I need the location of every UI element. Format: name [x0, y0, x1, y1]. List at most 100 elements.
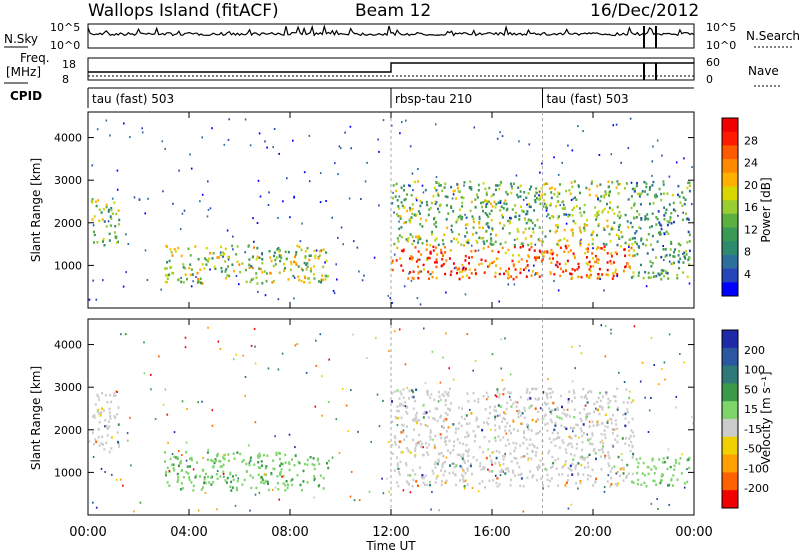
heatmap-cell: [165, 244, 168, 248]
heatmap-cell: [576, 268, 579, 271]
heatmap-cell: [120, 333, 122, 336]
heatmap-cell: [405, 463, 408, 467]
heatmap-cell: [413, 239, 415, 242]
heatmap-cell: [226, 229, 229, 232]
heatmap-cell: [313, 475, 316, 478]
heatmap-cell: [417, 210, 420, 213]
heatmap-cell: [267, 488, 270, 492]
heatmap-cell: [390, 124, 393, 127]
heatmap-cell: [427, 453, 430, 456]
heatmap-cell: [470, 250, 473, 253]
heatmap-cell: [587, 243, 590, 246]
heatmap-cell: [445, 218, 448, 221]
heatmap-cell: [393, 253, 396, 256]
heatmap-cell: [104, 471, 106, 473]
heatmap-cell: [190, 268, 193, 271]
heatmap-cell: [102, 279, 104, 282]
heatmap-cell: [622, 466, 625, 470]
heatmap-cell: [166, 481, 169, 484]
heatmap-cell: [494, 424, 497, 427]
heatmap-cell: [435, 189, 438, 192]
heatmap-cell: [625, 182, 628, 185]
heatmap-cell: [592, 424, 595, 427]
heatmap-cell: [654, 193, 657, 197]
heatmap-cell: [452, 193, 455, 196]
heatmap-cell: [468, 262, 470, 265]
heatmap-cell: [409, 491, 412, 494]
heatmap-cell: [549, 479, 552, 483]
heatmap-cell: [589, 475, 592, 478]
heatmap-cell: [117, 440, 119, 444]
heatmap-cell: [412, 390, 415, 394]
heatmap-cell: [660, 192, 663, 196]
heatmap-cell: [670, 212, 673, 215]
heatmap-cell: [194, 245, 197, 248]
heatmap-cell: [213, 265, 216, 268]
heatmap-cell: [535, 187, 538, 190]
heatmap-cell: [396, 481, 399, 484]
heatmap-cell: [325, 251, 328, 254]
heatmap-cell: [483, 242, 486, 245]
heatmap-cell: [593, 260, 596, 264]
heatmap-cell: [542, 199, 545, 202]
heatmap-cell: [596, 215, 599, 219]
heatmap-cell: [409, 184, 412, 188]
heatmap-cell: [105, 205, 108, 209]
heatmap-cell: [499, 131, 501, 134]
heatmap-cell: [549, 229, 552, 233]
heatmap-cell: [559, 274, 562, 278]
heatmap-cell: [656, 217, 659, 221]
heatmap-cell: [421, 474, 424, 477]
heatmap-cell: [405, 410, 408, 414]
heatmap-cell: [607, 402, 610, 405]
heatmap-cell: [631, 431, 634, 434]
heatmap-cell: [645, 217, 648, 220]
heatmap-cell: [676, 193, 679, 197]
heatmap-cell: [628, 198, 631, 201]
heatmap-cell: [629, 434, 632, 438]
heatmap-cell: [403, 438, 406, 441]
heatmap-cell: [485, 456, 488, 460]
heatmap-cell: [598, 448, 600, 452]
heatmap-cell: [287, 250, 290, 254]
heatmap-cell: [589, 437, 592, 440]
heatmap-cell: [164, 274, 167, 277]
heatmap-cell: [291, 483, 294, 487]
heatmap-cell: [437, 207, 439, 211]
heatmap-cell: [573, 416, 576, 419]
heatmap-cell: [440, 469, 442, 472]
heatmap-cell: [441, 239, 444, 242]
heatmap-cell: [564, 484, 567, 487]
heatmap-cell: [261, 252, 263, 255]
heatmap-cell: [520, 422, 523, 425]
heatmap-cell: [581, 434, 584, 438]
heatmap-cell: [227, 274, 229, 277]
heatmap-cell: [495, 449, 498, 453]
heatmap-cell: [581, 448, 584, 452]
heatmap-cell: [611, 226, 613, 229]
heatmap-cell: [687, 258, 690, 262]
heatmap-cell: [96, 241, 99, 244]
heatmap-cell: [402, 404, 405, 407]
heatmap-cell: [688, 189, 691, 193]
heatmap-cell: [293, 464, 296, 467]
heatmap-cell: [433, 261, 436, 264]
heatmap-cell: [350, 147, 352, 150]
heatmap-cell: [585, 262, 588, 265]
heatmap-cell: [652, 202, 655, 205]
heatmap-cell: [539, 202, 542, 206]
heatmap-cell: [435, 246, 437, 249]
heatmap-cell: [208, 481, 211, 484]
heatmap-cell: [611, 467, 614, 470]
heatmap-cell: [506, 421, 509, 425]
heatmap-cell: [278, 498, 280, 501]
heatmap-cell: [677, 242, 680, 246]
heatmap-cell: [662, 180, 665, 183]
heatmap-cell: [144, 212, 146, 215]
heatmap-cell: [470, 200, 473, 204]
heatmap-cell: [584, 252, 587, 255]
heatmap-cell: [566, 259, 569, 263]
heatmap-cell: [627, 243, 630, 247]
heatmap-cell: [437, 243, 440, 247]
